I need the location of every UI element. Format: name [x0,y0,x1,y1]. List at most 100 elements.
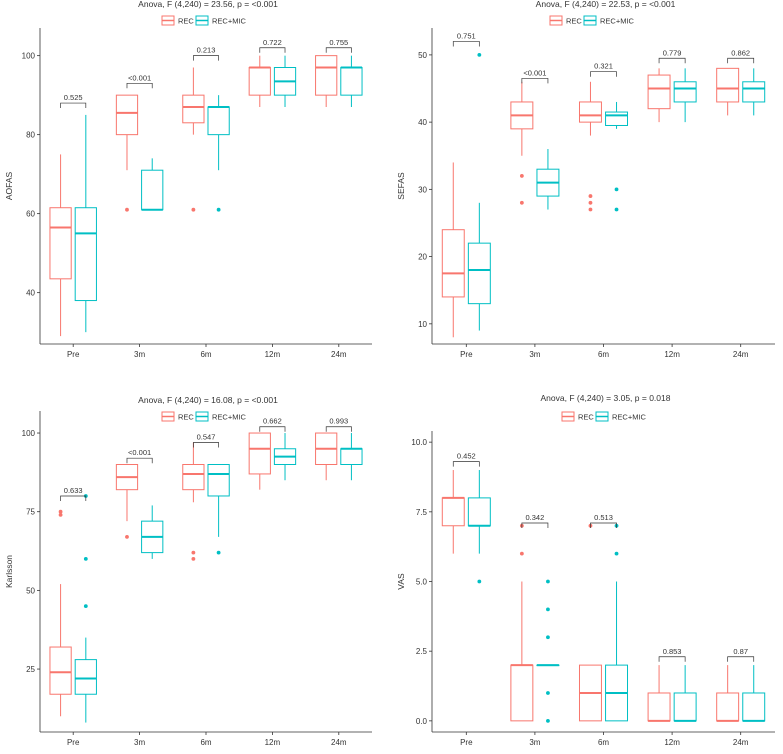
legend-label: REC+MIC [612,413,647,422]
legend-label: REC [178,17,194,26]
box-rec-mic-24m [340,433,363,481]
x-tick-label: 3m [529,350,540,359]
bracket-line [521,522,549,528]
bracket-line [727,57,755,64]
outlier-point [546,635,550,640]
box-iqr [182,464,205,491]
box-iqr [141,169,164,211]
box-rec-mic-6m [605,101,629,212]
box-rec-mic-12m [673,665,697,722]
box-iqr [74,207,97,302]
bracket-line [60,495,87,501]
outlier-point [216,207,221,212]
chart-title: Anova, F (4,240) = 3.05, p = 0.018 [541,393,671,403]
box-rec-mic-pre [467,52,491,331]
bracket-line [193,55,219,61]
pvalue-bracket: 0.513 [590,513,617,528]
pvalue-bracket: 0.525 [60,93,87,109]
pvalue-bracket: 0.633 [60,486,87,501]
bracket-line [727,656,755,662]
legend: REC REC+MIC [561,411,647,422]
box-rec-mic-24m [742,665,766,722]
x-tick-label: 3m [134,738,145,747]
y-tick-label: 75 [26,508,35,517]
bracket-line [325,426,352,432]
box-rec-12m [647,665,671,722]
outlier-point [546,607,550,612]
y-tick-label: 100 [22,52,36,61]
x-tick-label: 12m [664,350,680,359]
legend-label: REC [566,17,582,26]
pvalue-label: 0.633 [64,486,83,495]
pvalue-label: 0.547 [197,432,216,441]
pvalue-bracket: 0.547 [193,432,219,448]
box-rec-3m [510,81,534,205]
box-iqr [605,111,629,126]
box-rec-mic-12m [273,433,297,481]
box-iqr [742,81,766,103]
box-rec-mic-3m [536,149,560,210]
y-tick-label: 5.0 [416,578,428,587]
pvalue-label: 0.525 [64,93,83,102]
outlier-point [588,200,593,205]
box-rec-12m [248,432,271,490]
box-rec-3m [115,464,139,539]
bracket-line [590,522,617,528]
box-iqr [578,101,602,123]
box-rec-pre [49,154,72,337]
outlier-point [519,551,524,556]
box-rec-6m [578,81,602,212]
box-iqr [315,55,338,96]
y-tick-label: 10 [418,320,427,329]
pvalue-bracket: <0.001 [126,73,153,89]
box-rec-pre [441,470,465,554]
box-iqr [248,432,271,475]
box-rec-3m [510,523,534,722]
y-tick-label: 20 [418,253,427,262]
outlier-point [588,207,593,212]
bracket-line [658,656,686,662]
box-rec-mic-3m [536,579,560,723]
pvalue-label: 0.662 [263,417,282,426]
box-rec-mic-3m [141,158,164,211]
y-tick-label: 25 [26,665,35,674]
y-tick-label: 7.5 [416,508,428,517]
legend-item-rec: REC [161,411,194,422]
x-tick-label: 12m [664,738,680,747]
x-tick-label: Pre [67,738,80,747]
box-rec-6m [182,442,205,561]
box-rec-6m [578,523,602,722]
legend-item-rec-mic: REC+MIC [595,411,647,422]
bracket-line [452,461,480,467]
box-rec-24m [716,67,740,116]
outlier-point [519,174,524,178]
bracket-line [259,426,286,432]
pvalue-label: 0.513 [594,513,613,522]
pvalue-bracket: 0.213 [193,46,219,61]
y-tick-label: 10.0 [411,438,427,447]
x-tick-label: 24m [733,350,749,359]
pvalue-label: 0.213 [197,46,216,55]
bracket-line [658,57,686,64]
y-tick-label: 40 [26,289,35,298]
box-rec-pre [441,162,465,338]
y-tick-label: 30 [418,185,427,194]
legend-item-rec: REC [549,15,582,26]
box-rec-12m [647,68,671,123]
x-tick-label: 6m [598,738,609,747]
legend: REC REC+MIC [161,15,247,26]
y-axis-label: Karlsson [4,555,14,588]
pvalue-label: 0.342 [526,513,545,522]
box-rec-mic-6m [207,95,230,212]
y-tick-label: 50 [26,586,35,595]
outlier-point [125,207,129,212]
box-rec-mic-3m [141,505,164,559]
bracket-line [126,82,153,89]
outlier-point [125,534,129,539]
outlier-point [216,550,221,555]
x-tick-label: 6m [200,350,211,359]
box-iqr [742,692,766,722]
pvalue-bracket: 0.853 [658,647,686,662]
box-rec-mic-pre [74,114,97,333]
box-rec-mic-24m [340,55,363,107]
